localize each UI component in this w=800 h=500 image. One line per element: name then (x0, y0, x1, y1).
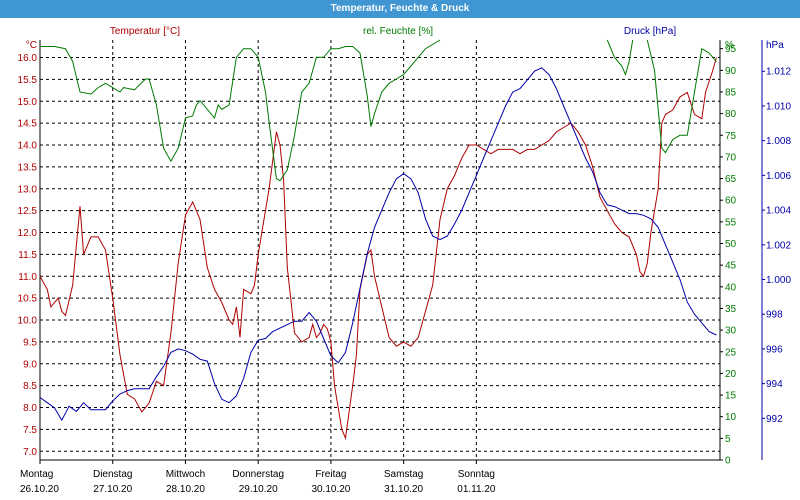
humidity-tick-label: 85 (725, 87, 737, 98)
x-date-label: 26.10.20 (20, 484, 59, 495)
series-line-temperature (39, 57, 717, 440)
temperature-tick-label: 11.5 (18, 250, 37, 261)
temperature-tick-label: 13.0 (18, 184, 38, 195)
temperature-tick-label: 8.5 (23, 381, 37, 392)
pressure-tick-label: 1.000 (766, 275, 791, 286)
humidity-tick-label: 55 (725, 217, 737, 228)
humidity-tick-label: 0 (725, 456, 731, 467)
series-line-humidity (606, 39, 634, 77)
temperature-tick-label: 14.5 (18, 119, 38, 130)
humidity-tick-label: 15 (725, 391, 737, 402)
temperature-tick-label: 9.0 (23, 359, 37, 370)
legend-temperature: Temperatur [°C] (110, 26, 180, 37)
series-line-humidity (40, 39, 441, 182)
tick-labels: 7.0 7.5 8.0 8.5 9.0 9.5 10.0 10.5 11.0 11.5 12.0 12… (18, 40, 792, 495)
temperature-tick-label: 10.0 (18, 316, 38, 327)
temperature-tick-label: 9.5 (23, 337, 37, 348)
pressure-tick-label: 992 (766, 414, 783, 425)
axes (39, 40, 765, 464)
temperature-tick-label: 14.0 (18, 141, 38, 152)
pressure-tick-label: 1.010 (766, 101, 791, 112)
temperature-tick-label: 7.5 (23, 425, 37, 436)
x-day-label: Mittwoch (166, 469, 205, 480)
x-day-label: Dienstag (93, 469, 132, 480)
pressure-tick-label: 998 (766, 310, 783, 321)
temperature-tick-label: 15.0 (18, 97, 38, 108)
humidity-tick-label: 50 (725, 239, 737, 250)
humidity-tick-label: 95 (725, 44, 737, 55)
humidity-tick-label: 60 (725, 196, 737, 207)
humidity-tick-label: 20 (725, 369, 737, 380)
humidity-tick-label: 70 (725, 152, 737, 163)
pressure-tick-label: 996 (766, 344, 783, 355)
humidity-tick-label: 25 (725, 347, 737, 358)
x-date-label: 27.10.20 (93, 484, 132, 495)
x-day-label: Donnerstag (232, 469, 284, 480)
x-date-label: 29.10.20 (239, 484, 278, 495)
humidity-tick-label: 90 (725, 66, 737, 77)
temperature-tick-label: 7.0 (23, 447, 37, 458)
humidity-tick-label: 80 (725, 109, 737, 120)
humidity-tick-label: 35 (725, 304, 737, 315)
series-lines (39, 39, 717, 440)
legend-humidity: rel. Feuchte [%] (363, 26, 433, 37)
x-day-label: Sonntag (458, 469, 495, 480)
pressure-tick-label: 1.008 (766, 136, 791, 147)
humidity-tick-label: 65 (725, 174, 737, 185)
pressure-tick-label: 994 (766, 379, 783, 390)
chart-title: Temperatur, Feuchte & Druck (0, 0, 800, 18)
humidity-tick-label: 40 (725, 282, 737, 293)
series-line-pressure (39, 67, 717, 422)
temperature-tick-label: 15.5 (18, 75, 38, 86)
pressure-tick-label: 1.004 (766, 206, 791, 217)
x-date-label: 31.10.20 (384, 484, 423, 495)
humidity-tick-label: 30 (725, 326, 737, 337)
x-date-label: 30.10.20 (311, 484, 350, 495)
pressure-unit: hPa (766, 40, 784, 51)
grid-lines (40, 40, 720, 460)
temperature-unit: °C (26, 40, 37, 51)
temperature-tick-label: 8.0 (23, 403, 37, 414)
temperature-tick-label: 11.0 (18, 272, 37, 283)
legend-pressure: Druck [hPa] (624, 26, 676, 37)
humidity-unit: % (725, 40, 734, 51)
humidity-tick-label: 45 (725, 261, 737, 272)
series-line-humidity (646, 39, 717, 154)
x-date-label: 01.11.20 (457, 484, 496, 495)
temperature-tick-label: 12.0 (18, 228, 38, 239)
pressure-tick-label: 1.002 (766, 240, 791, 251)
x-day-label: Freitag (315, 469, 346, 480)
x-day-label: Montag (20, 469, 53, 480)
x-date-label: 28.10.20 (166, 484, 205, 495)
pressure-tick-label: 1.006 (766, 171, 791, 182)
humidity-tick-label: 5 (725, 434, 731, 445)
temperature-tick-label: 12.5 (18, 206, 38, 217)
temperature-tick-label: 10.5 (18, 294, 38, 305)
humidity-tick-label: 10 (725, 412, 737, 423)
pressure-tick-label: 1.012 (766, 67, 791, 78)
x-day-label: Samstag (384, 469, 423, 480)
temperature-tick-label: 13.5 (18, 162, 38, 173)
temperature-tick-label: 16.0 (18, 53, 38, 64)
humidity-tick-label: 75 (725, 131, 737, 142)
